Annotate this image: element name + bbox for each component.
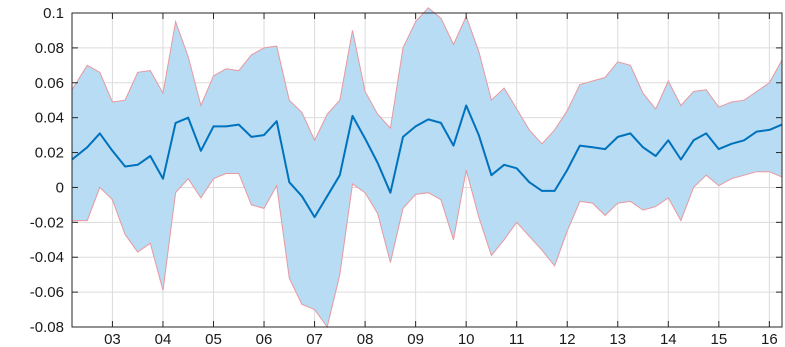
- y-tick-label: -0.06: [30, 284, 64, 301]
- x-tick-label: 16: [761, 331, 778, 347]
- y-axis-tick-labels: -0.08 -0.06 -0.04 -0.02 0 0.02 0.04 0.06 0.08 0.1: [30, 5, 64, 336]
- y-tick-label: 0.02: [35, 145, 64, 162]
- x-tick-label: 11: [509, 331, 525, 347]
- x-tick-label: 08: [357, 331, 374, 347]
- x-tick-label: 03: [104, 331, 121, 347]
- x-tick-label: 15: [710, 331, 727, 347]
- y-tick-label: 0.1: [43, 5, 64, 22]
- x-tick-label: 06: [256, 331, 273, 347]
- y-tick-label: -0.04: [30, 249, 64, 266]
- band-upper-edge: [71, 7, 783, 145]
- plot-frame: [71, 12, 783, 328]
- x-tick-label: 10: [458, 331, 475, 347]
- series-line: [71, 104, 783, 219]
- x-tick-label: 13: [609, 331, 626, 347]
- x-tick-label: 04: [155, 331, 172, 347]
- y-tick-label: -0.02: [30, 214, 64, 231]
- x-tick-label: 07: [306, 331, 323, 347]
- tick-marks: [72, 12, 782, 328]
- y-tick-label: 0.08: [35, 40, 64, 57]
- y-tick-label: 0: [56, 179, 64, 196]
- y-tick-label: 0.06: [35, 75, 64, 92]
- band-lower-edge: [72, 169, 783, 329]
- x-tick-label: 12: [559, 331, 576, 347]
- x-tick-label: 05: [205, 331, 222, 347]
- x-tick-label: 09: [407, 331, 424, 347]
- confidence-band: [72, 7, 782, 328]
- x-tick-label: 14: [660, 331, 677, 347]
- x-axis-tick-labels: 03 04 05 06 07 08 09 10 11 12 13 14 15 16: [104, 331, 778, 347]
- y-tick-label: -0.08: [30, 319, 64, 336]
- y-tick-label: 0.04: [35, 110, 64, 127]
